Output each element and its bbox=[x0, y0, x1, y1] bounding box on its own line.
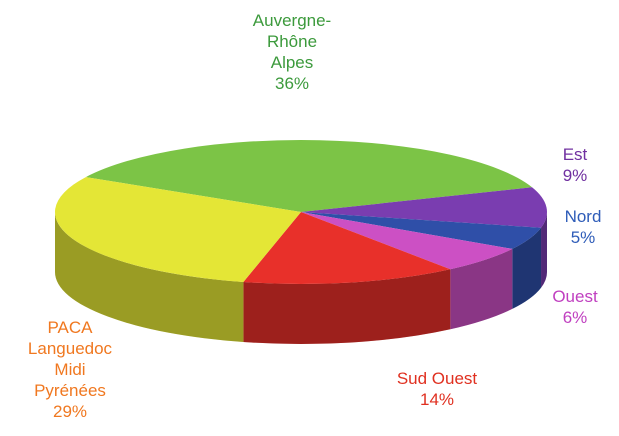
value-label: 14% bbox=[420, 390, 454, 409]
pie-side bbox=[541, 212, 547, 288]
pie-side bbox=[243, 269, 451, 344]
category-label: Sud Ouest bbox=[397, 369, 478, 388]
value-label: 36% bbox=[275, 74, 309, 93]
label-line: Sud Ouest bbox=[397, 369, 478, 388]
pie-side-shade bbox=[512, 227, 542, 309]
label-line: Auvergne- bbox=[253, 11, 331, 30]
pie-side-shade bbox=[55, 212, 244, 342]
category-label: Nord bbox=[565, 207, 602, 226]
pie-slice bbox=[301, 187, 548, 228]
value-label: 6% bbox=[563, 308, 588, 327]
label-line: PACA bbox=[47, 318, 93, 337]
pie-slice bbox=[301, 212, 542, 249]
pie-slice bbox=[301, 212, 513, 270]
value-label: 5% bbox=[571, 228, 596, 247]
pie-slice bbox=[54, 177, 301, 282]
label-line: Midi bbox=[54, 360, 85, 379]
label-line: Rhône bbox=[267, 32, 317, 51]
category-label: Est bbox=[563, 145, 588, 164]
pie-slice bbox=[85, 140, 533, 212]
label-line: Est bbox=[563, 145, 588, 164]
label-line: Ouest bbox=[552, 287, 598, 306]
value-label: 29% bbox=[53, 402, 87, 421]
label-line: Alpes bbox=[271, 53, 314, 72]
value-label: 9% bbox=[563, 166, 588, 185]
label-line: Languedoc bbox=[28, 339, 113, 358]
pie-side bbox=[55, 212, 244, 342]
category-label: Ouest bbox=[552, 287, 598, 306]
pie-side-shade bbox=[243, 269, 451, 344]
category-label: PACA Languedoc Midi Pyrénées bbox=[28, 318, 113, 400]
label-line: Pyrénées bbox=[34, 381, 106, 400]
pie-side-shade bbox=[450, 248, 513, 330]
pie-slice bbox=[243, 212, 451, 285]
label-line: Nord bbox=[565, 207, 602, 226]
category-label: Auvergne- Rhône Alpes bbox=[253, 11, 331, 72]
pie-side bbox=[450, 248, 513, 330]
pie-side bbox=[512, 227, 542, 309]
pie-side-shade bbox=[541, 212, 547, 288]
